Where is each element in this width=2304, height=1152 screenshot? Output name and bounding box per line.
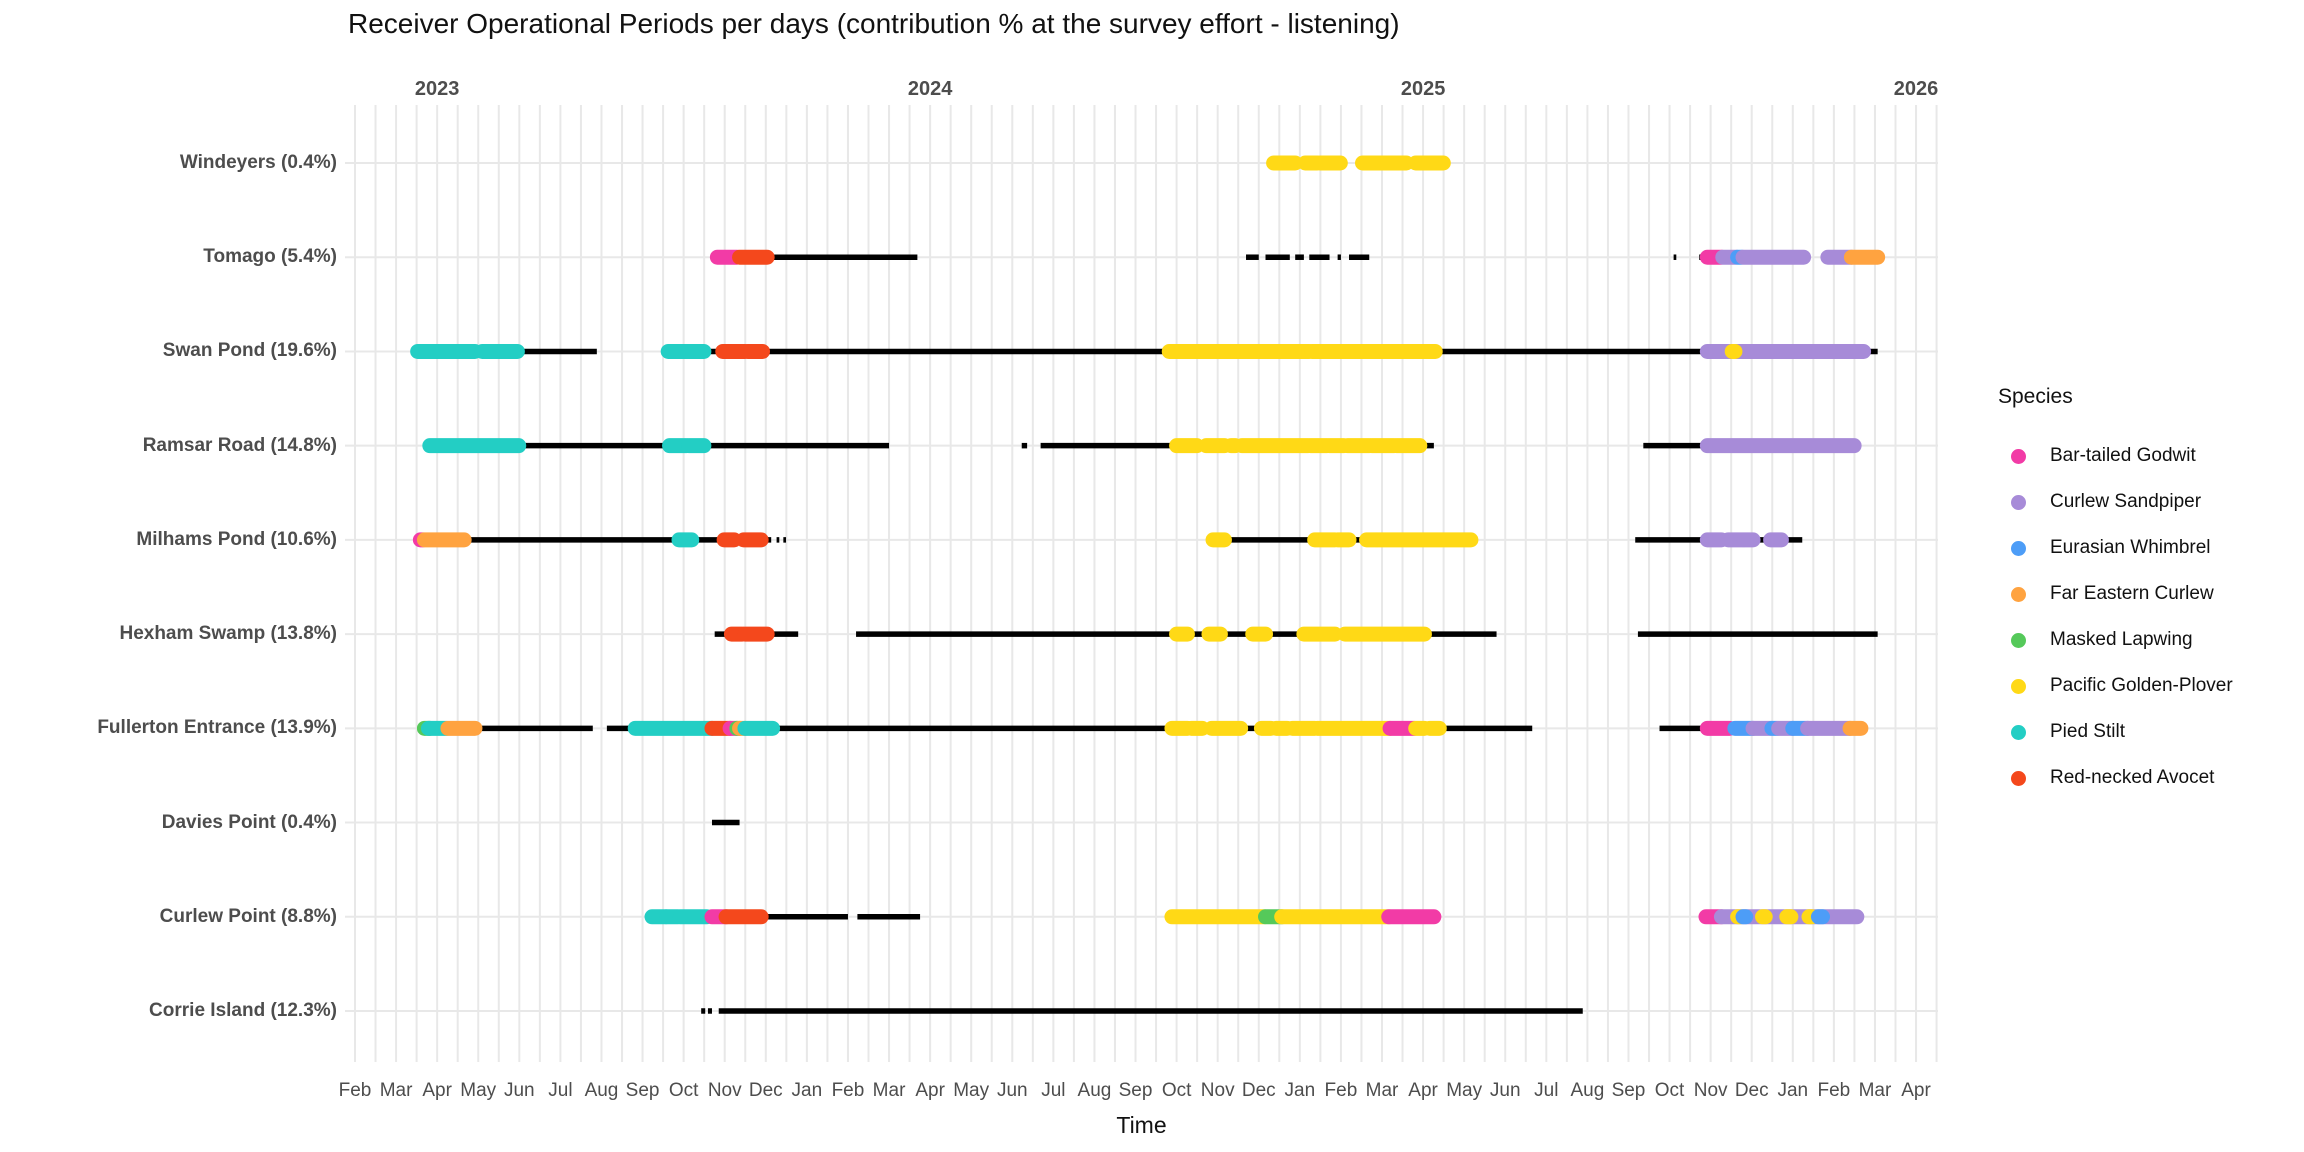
chart-title: Receiver Operational Periods per days (c… xyxy=(348,8,1400,39)
species-legend: Species Bar-tailed Godwit Curlew Sandpip… xyxy=(1998,385,2233,801)
legend-item: Curlew Sandpiper xyxy=(1998,479,2233,525)
species-color-dot-icon xyxy=(2011,494,2026,510)
legend-item: Eurasian Whimbrel xyxy=(1998,525,2233,571)
x-tick-label: Jun xyxy=(1490,1080,1521,1101)
species-color-dot-icon xyxy=(2011,724,2026,740)
legend-item: Bar-tailed Godwit xyxy=(1998,433,2233,479)
x-tick-label: Feb xyxy=(339,1080,372,1101)
species-color-dot-icon xyxy=(2011,448,2026,464)
y-label-milhams-pond: Milhams Pond (10.6%) xyxy=(136,528,337,550)
legend-item: Pied Stilt xyxy=(1998,709,2233,755)
x-tick-label: Sep xyxy=(626,1080,660,1101)
y-label-davies-point: Davies Point (0.4%) xyxy=(161,811,337,833)
x-tick-label: Dec xyxy=(1242,1080,1276,1101)
x-tick-label: Sep xyxy=(1119,1080,1153,1101)
x-tick-label: Aug xyxy=(585,1080,619,1101)
year-label: 2023 xyxy=(415,78,460,100)
x-tick-label: Apr xyxy=(422,1080,452,1101)
x-tick-label: Jun xyxy=(504,1080,535,1101)
x-tick-label: Nov xyxy=(1694,1080,1728,1101)
x-tick-label: Jun xyxy=(997,1080,1028,1101)
legend-item: Far Eastern Curlew xyxy=(1998,571,2233,617)
species-color-dot-icon xyxy=(2011,586,2026,602)
x-tick-label: Oct xyxy=(1162,1080,1192,1101)
x-tick-label: Oct xyxy=(669,1080,699,1101)
x-tick-label: Jul xyxy=(1041,1080,1065,1101)
x-tick-label: Mar xyxy=(380,1080,413,1101)
year-label: 2026 xyxy=(1894,78,1939,100)
x-tick-label: Feb xyxy=(1818,1080,1851,1101)
y-label-hexham-swamp: Hexham Swamp (13.8%) xyxy=(119,623,337,645)
year-label: 2025 xyxy=(1401,78,1446,100)
x-tick-label: Mar xyxy=(1366,1080,1399,1101)
x-tick-label: May xyxy=(460,1080,496,1101)
x-axis-title: Time xyxy=(1116,1112,1167,1138)
x-tick-label: May xyxy=(1446,1080,1482,1101)
y-label-ramsar-road: Ramsar Road (14.8%) xyxy=(142,434,337,456)
legend-title: Species xyxy=(1998,385,2073,408)
x-tick-label: Nov xyxy=(1201,1080,1235,1101)
x-tick-label: Dec xyxy=(749,1080,783,1101)
y-label-curlew-point: Curlew Point (8.8%) xyxy=(159,905,337,927)
legend-item: Pacific Golden-Plover xyxy=(1998,663,2233,709)
x-tick-label: May xyxy=(953,1080,989,1101)
year-label: 2024 xyxy=(908,78,953,100)
y-label-fullerton-entrance: Fullerton Entrance (13.9%) xyxy=(97,717,337,739)
y-label-windeyers: Windeyers (0.4%) xyxy=(179,152,337,173)
x-tick-label: Nov xyxy=(708,1080,742,1101)
legend-item: Masked Lapwing xyxy=(1998,617,2233,663)
x-tick-label: Sep xyxy=(1612,1080,1646,1101)
species-color-dot-icon xyxy=(2011,540,2026,556)
x-tick-label: Feb xyxy=(1325,1080,1358,1101)
species-color-dot-icon xyxy=(2011,770,2026,786)
x-tick-label: Apr xyxy=(915,1080,945,1101)
x-tick-label: Aug xyxy=(1078,1080,1112,1101)
x-tick-label: Dec xyxy=(1735,1080,1769,1101)
species-color-dot-icon xyxy=(2011,632,2026,648)
y-label-corrie-island: Corrie Island (12.3%) xyxy=(149,999,337,1021)
x-tick-label: Aug xyxy=(1570,1080,1604,1101)
x-tick-label: Oct xyxy=(1655,1080,1685,1101)
x-tick-label: Jan xyxy=(1285,1080,1316,1101)
y-label-swan-pond: Swan Pond (19.6%) xyxy=(162,340,337,362)
x-tick-label: Jan xyxy=(792,1080,823,1101)
species-color-dot-icon xyxy=(2011,678,2026,694)
x-tick-label: Jan xyxy=(1777,1080,1808,1101)
x-tick-label: Jul xyxy=(1534,1080,1558,1101)
legend-item: Red-necked Avocet xyxy=(1998,755,2233,801)
x-tick-label: Apr xyxy=(1901,1080,1931,1101)
y-label-tomago: Tomago (5.4%) xyxy=(203,246,337,268)
x-tick-label: Feb xyxy=(832,1080,865,1101)
x-tick-label: Apr xyxy=(1408,1080,1438,1101)
x-tick-label: Mar xyxy=(1859,1080,1892,1101)
x-tick-label: Jul xyxy=(548,1080,572,1101)
x-tick-label: Mar xyxy=(873,1080,906,1101)
